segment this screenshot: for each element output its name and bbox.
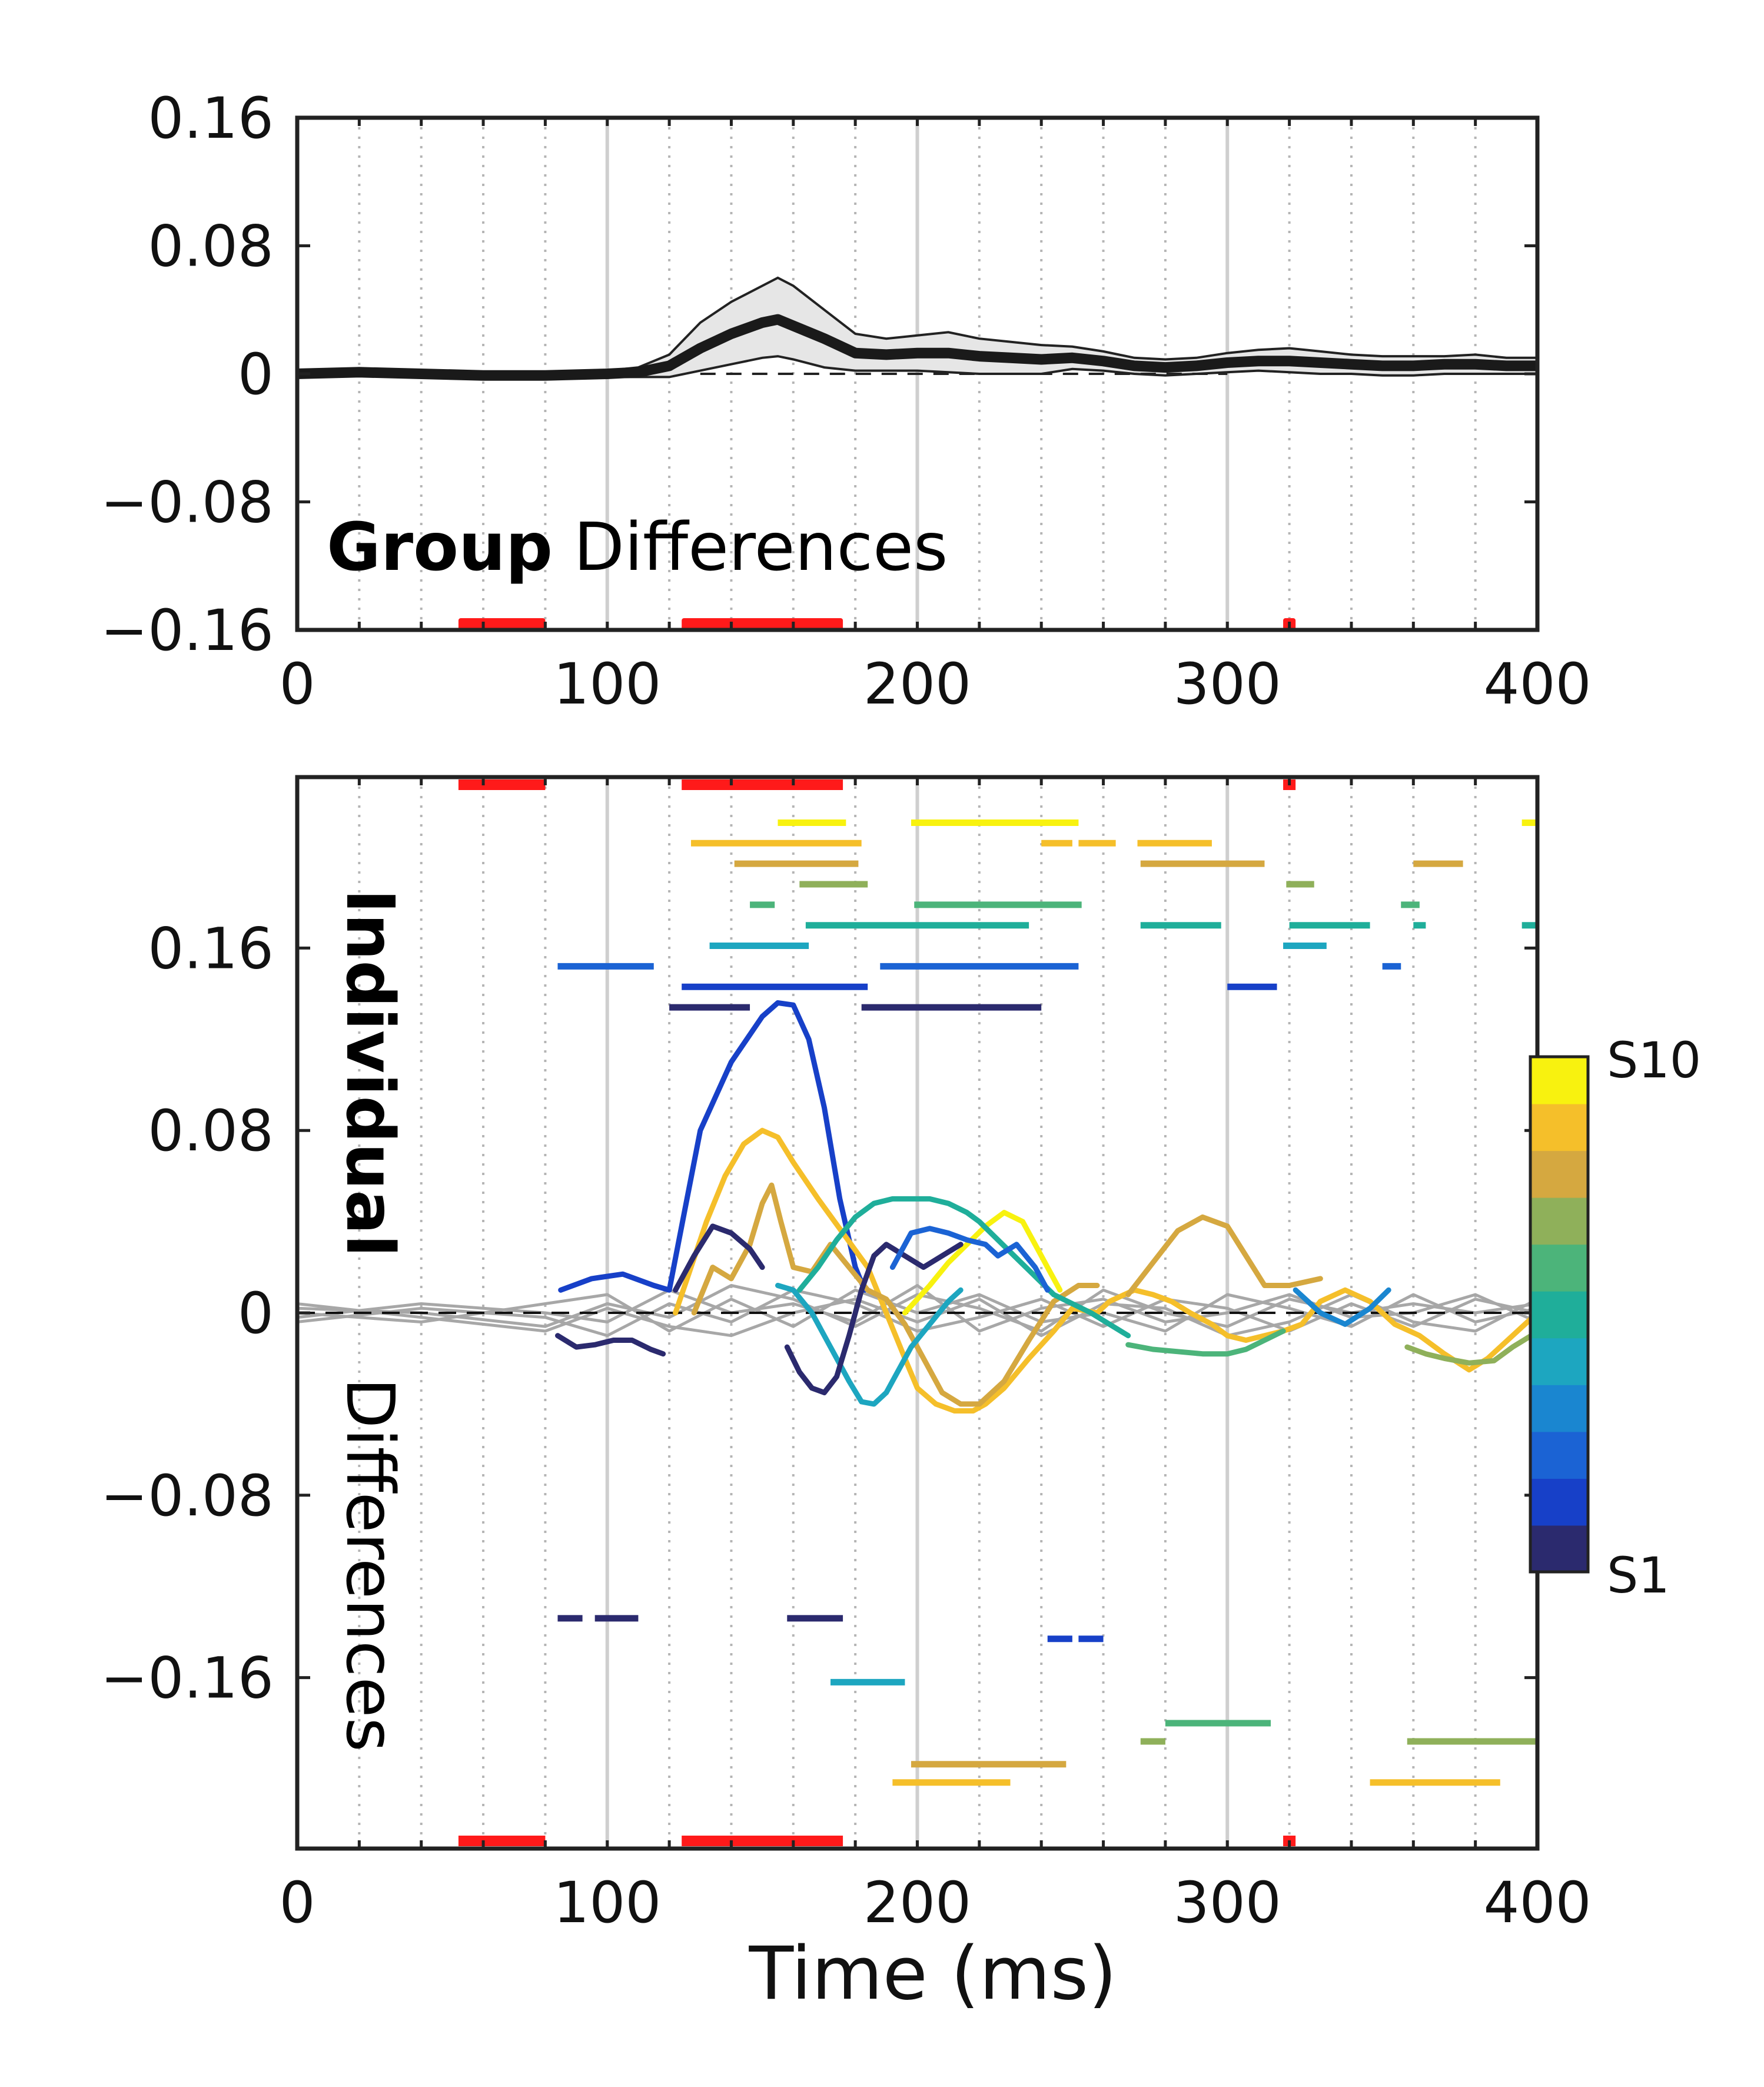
x-tick-label: 100 xyxy=(553,651,661,717)
x-tick-label: 400 xyxy=(1483,651,1591,717)
subject-line-s1 xyxy=(673,1223,765,1293)
colorbar-swatch xyxy=(1530,1384,1588,1432)
group-differences-label: Group Differences xyxy=(327,509,948,586)
colorbar-swatch xyxy=(1530,1057,1588,1104)
subject-line-s7 xyxy=(1125,1328,1286,1357)
colorbar-swatch xyxy=(1530,1197,1588,1245)
colorbar-top-label: S10 xyxy=(1607,1031,1701,1089)
subject-line-s9 xyxy=(691,1182,1100,1407)
subject-line-s11 xyxy=(902,1210,1063,1316)
x-tick-label: 300 xyxy=(1174,651,1281,717)
colorbar-frame xyxy=(1529,1055,1590,1574)
y-tick-label: 0.08 xyxy=(148,214,274,280)
subject-line-s2 xyxy=(558,1000,868,1293)
mean-line xyxy=(297,314,1537,381)
y-tick-label: −0.16 xyxy=(101,1645,274,1711)
individual-label: Individual xyxy=(331,889,408,1257)
colorbar-swatches xyxy=(1530,1057,1588,1572)
colorbar-swatch xyxy=(1530,1525,1588,1572)
subject-line-s1 xyxy=(784,1242,964,1395)
colorbar-swatch xyxy=(1530,1478,1588,1526)
subject-line-s9 xyxy=(1125,1214,1323,1298)
significance-bar xyxy=(682,779,843,790)
colorbar-swatch xyxy=(1530,1338,1588,1385)
colorbar-swatch xyxy=(1530,1244,1588,1292)
x-tick-label: 200 xyxy=(863,651,971,717)
significance-bar xyxy=(458,1836,546,1846)
subject-line-s1 xyxy=(555,1333,666,1357)
y-tick-label: −0.08 xyxy=(101,470,274,536)
null-subject-line xyxy=(297,1288,1538,1338)
top-significance-bars xyxy=(458,618,1296,630)
x-tick-label: 100 xyxy=(553,1870,661,1936)
y-tick-label: −0.16 xyxy=(101,598,274,663)
subject-line-s3 xyxy=(889,1226,1051,1293)
significance-bar xyxy=(682,1836,843,1846)
group-differences-panel: 0 100 200 300 400 0.16 0.08 0 −0.08 −0.16 Group D… xyxy=(101,85,1592,717)
x-tick-label: 300 xyxy=(1174,1870,1281,1936)
individual-differences-label: Differences xyxy=(331,1378,408,1752)
y-tick-label: 0 xyxy=(238,341,274,407)
x-tick-label: 400 xyxy=(1483,1870,1591,1936)
group-label-bold: Group xyxy=(327,509,553,586)
subject-line-s4 xyxy=(1293,1287,1391,1327)
bottom-significance-bars xyxy=(458,779,1296,1846)
subject-line-s5 xyxy=(775,1283,964,1407)
x-tick-label: 200 xyxy=(863,1870,971,1936)
bottom-ticks: 0 100 200 300 400 0.16 0.08 0 −0.08 −0.16 xyxy=(101,777,1592,1936)
colorbar-swatch xyxy=(1530,1290,1588,1339)
top-lines xyxy=(297,276,1537,381)
colorbar-swatch xyxy=(1530,1150,1588,1198)
significance-bar xyxy=(682,618,843,630)
significance-bar xyxy=(458,779,546,790)
colorbar-swatch xyxy=(1530,1103,1588,1152)
subject-line-s6 xyxy=(796,1196,1131,1339)
subject-line-s8 xyxy=(1404,1328,1540,1366)
colorbar-bottom-label: S1 xyxy=(1607,1547,1670,1604)
colorbar-swatch xyxy=(1530,1431,1588,1479)
subject-significance-bars xyxy=(557,819,1537,1786)
top-ticks: 0 100 200 300 400 0.16 0.08 0 −0.08 −0.16 xyxy=(101,85,1592,717)
null-subject-line xyxy=(297,1288,1538,1333)
subject-lines xyxy=(555,1000,1540,1414)
y-tick-label: 0 xyxy=(238,1280,274,1346)
y-tick-label: 0.16 xyxy=(148,85,274,151)
y-tick-label: 0.08 xyxy=(148,1098,274,1164)
significance-bar xyxy=(458,618,546,630)
group-label-rest: Differences xyxy=(553,509,948,586)
x-tick-label: 0 xyxy=(279,1870,315,1936)
x-tick-label: 0 xyxy=(279,651,315,717)
individual-differences-panel: 0 100 200 300 400 0.16 0.08 0 −0.08 −0.16 Individ… xyxy=(101,775,1592,2016)
y-tick-label: −0.08 xyxy=(101,1463,274,1529)
colorbar: S10 S1 xyxy=(1529,1031,1701,1604)
y-tick-label: 0.16 xyxy=(148,915,274,981)
x-axis-label: Time (ms) xyxy=(748,1932,1117,2016)
